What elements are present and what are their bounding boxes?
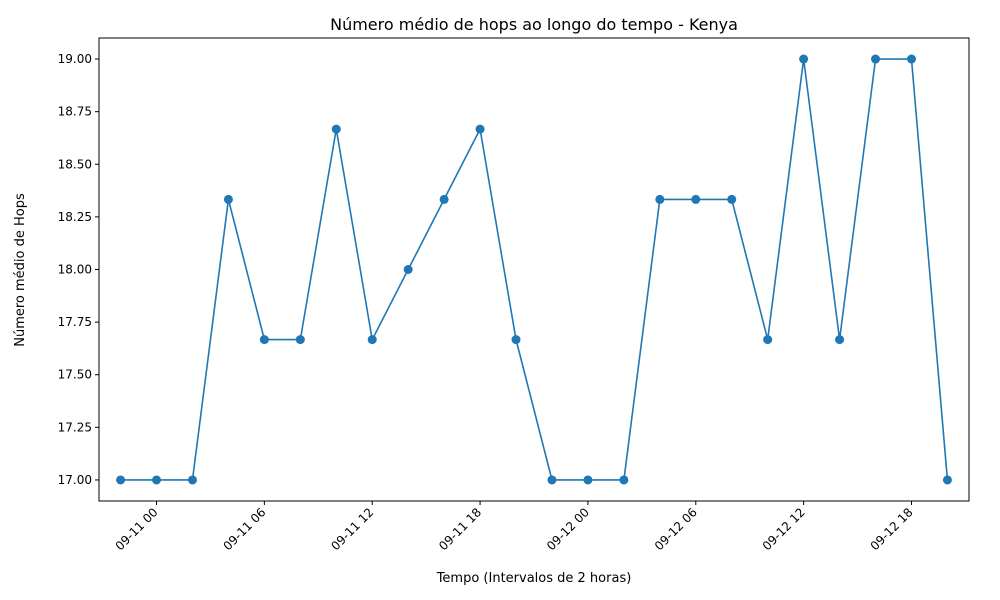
data-point [655,194,665,204]
x-tick-label: 09-11 06 [220,505,268,553]
x-axis-label: Tempo (Intervalos de 2 horas) [436,571,632,586]
data-point [727,194,737,204]
y-tick-label: 18.75 [58,105,92,119]
y-tick-label: 17.75 [58,315,92,329]
y-axis-label: Número médio de Hops [13,193,28,347]
y-tick-label: 18.25 [58,210,92,224]
data-point [871,54,881,64]
data-point [187,475,197,485]
y-tick-label: 17.50 [58,368,92,382]
y-axis: 17.00 17.25 17.50 17.75 18.00 18.25 18.50 18.75… [58,52,99,487]
data-point [511,335,521,345]
y-tick-label: 17.25 [58,420,92,434]
data-point [547,475,557,485]
x-tick-label: 09-12 12 [760,505,808,553]
y-tick-label: 18.50 [58,157,92,171]
y-tick-label: 17.00 [58,473,92,487]
data-point [116,475,126,485]
data-point [942,475,952,485]
data-point [259,335,269,345]
x-axis: 09-11 00 09-11 06 09-11 12 09-11 18 09-12 00… [113,501,916,553]
data-point [331,124,341,134]
data-point [367,335,377,345]
chart-title: Número médio de hops ao longo do tempo -… [330,15,738,34]
x-tick-label: 09-12 18 [868,505,916,553]
y-tick-label: 18.00 [58,263,92,277]
data-points [116,54,952,485]
x-tick-label: 09-12 06 [652,505,700,553]
series-line [120,58,949,481]
data-point [619,475,629,485]
data-point [583,475,593,485]
x-tick-label: 09-11 00 [113,505,161,553]
data-point [835,335,845,345]
data-point [403,265,413,274]
x-tick-label: 09-11 18 [436,505,484,553]
data-point [223,194,233,204]
plot-frame [98,37,970,502]
y-tick-label: 19.00 [58,52,92,66]
data-point [691,194,701,204]
data-point [295,335,305,345]
data-point [439,194,449,204]
x-tick-label: 09-12 00 [544,505,592,553]
x-tick-label: 09-11 12 [328,505,376,553]
data-point [475,124,485,134]
data-point [906,54,916,64]
data-point [152,475,162,485]
data-point [763,335,773,345]
data-point [799,54,809,64]
